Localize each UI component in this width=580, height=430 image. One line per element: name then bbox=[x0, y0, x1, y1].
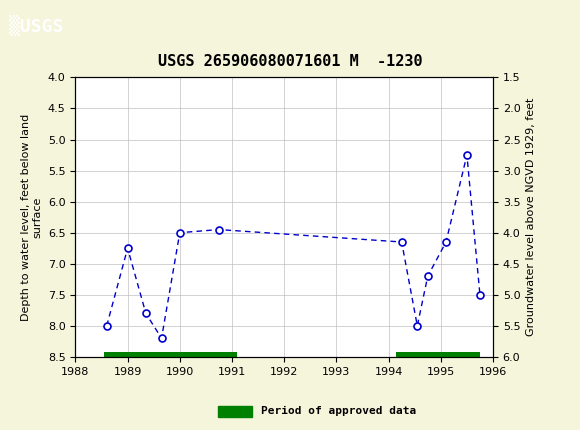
Text: Period of approved data: Period of approved data bbox=[261, 405, 416, 416]
Bar bbox=[396, 352, 480, 359]
Text: ▒USGS: ▒USGS bbox=[9, 15, 63, 37]
Text: USGS 265906080071601 M  -1230: USGS 265906080071601 M -1230 bbox=[158, 54, 422, 69]
Bar bbox=[104, 352, 237, 359]
Bar bbox=[218, 406, 252, 417]
Y-axis label: Depth to water level, feet below land
surface: Depth to water level, feet below land su… bbox=[21, 114, 42, 321]
Y-axis label: Groundwater level above NGVD 1929, feet: Groundwater level above NGVD 1929, feet bbox=[526, 98, 536, 336]
